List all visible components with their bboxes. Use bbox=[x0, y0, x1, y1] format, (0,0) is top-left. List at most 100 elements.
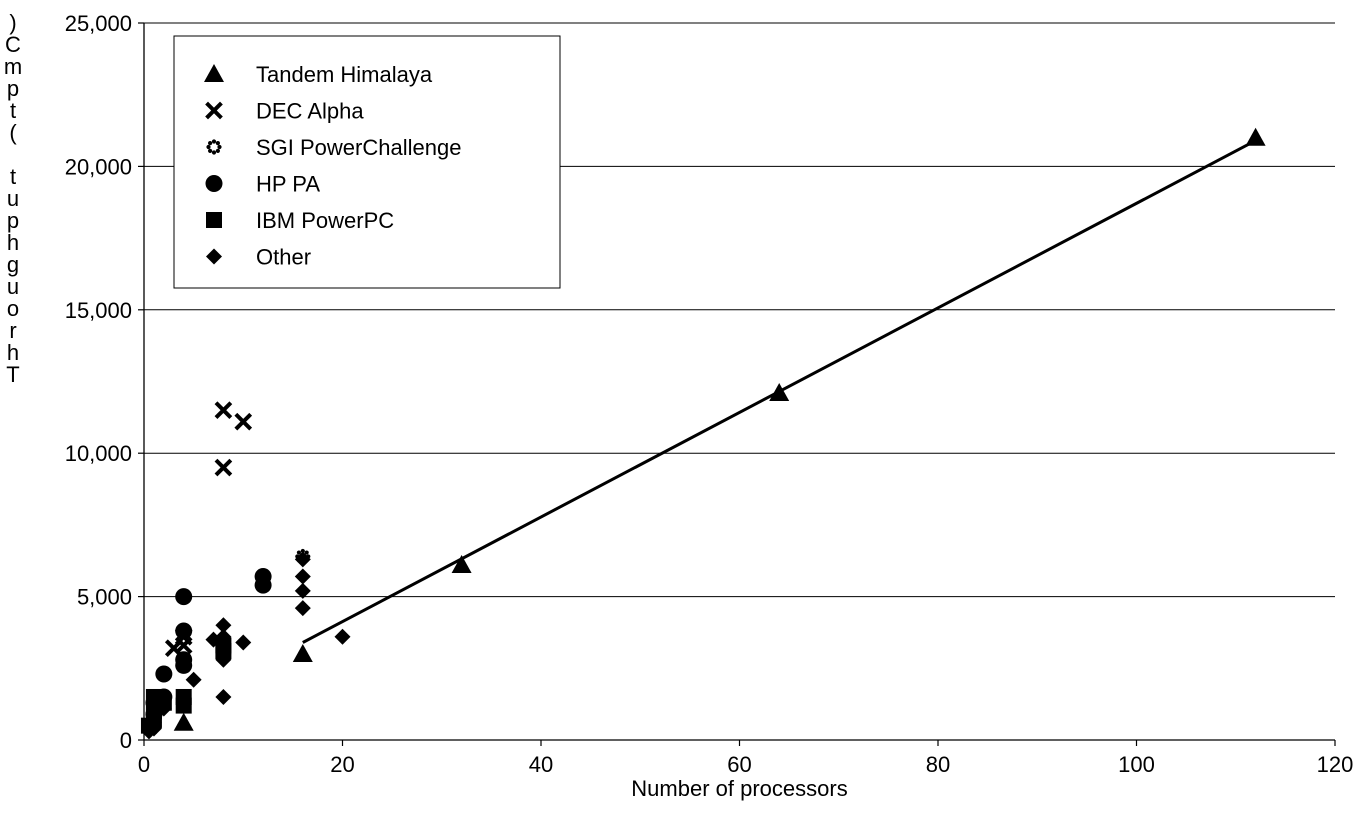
point-other bbox=[294, 600, 311, 617]
legend-marker-other bbox=[206, 248, 222, 265]
point-other-shape bbox=[294, 600, 311, 617]
legend-marker-dec-alpha bbox=[205, 101, 223, 120]
legend-label-hp-pa: HP PA bbox=[256, 172, 320, 197]
x-tick-label: 100 bbox=[1118, 752, 1155, 777]
point-other-shape bbox=[215, 645, 232, 662]
y-tick-label: 20,000 bbox=[65, 154, 132, 179]
point-other bbox=[235, 634, 252, 651]
point-dec-alpha bbox=[234, 412, 253, 431]
x-tick-label: 80 bbox=[926, 752, 950, 777]
point-dec-alpha bbox=[214, 401, 233, 420]
point-hp-pa-shape bbox=[254, 568, 272, 586]
y-axis-label-char: u bbox=[6, 274, 20, 299]
legend-marker-sgi-powerchallenge-petal bbox=[206, 144, 211, 150]
point-other bbox=[294, 551, 311, 568]
point-other-shape bbox=[294, 582, 311, 599]
y-axis-label-char: C bbox=[5, 32, 21, 57]
point-dec-alpha bbox=[214, 458, 233, 477]
point-tandem-himalaya-shape bbox=[451, 555, 472, 574]
point-hp-pa bbox=[175, 651, 193, 669]
y-axis-label-char: t bbox=[9, 164, 17, 189]
x-tick-label: 40 bbox=[529, 752, 553, 777]
legend-marker-sgi-powerchallenge-petal bbox=[217, 144, 222, 150]
point-tandem-himalaya bbox=[451, 555, 472, 574]
y-axis-label-char: g bbox=[6, 252, 20, 277]
point-hp-pa bbox=[254, 568, 272, 586]
legend-marker-sgi-powerchallenge-petal bbox=[215, 148, 220, 153]
point-hp-pa-shape bbox=[155, 665, 173, 683]
point-other bbox=[155, 700, 172, 717]
point-dec-alpha-shape bbox=[234, 412, 253, 431]
y-axis-label-char: r bbox=[9, 318, 17, 343]
point-other-shape bbox=[185, 671, 202, 688]
point-sgi-powerchallenge-petal bbox=[304, 550, 309, 555]
x-tick-label: 120 bbox=[1317, 752, 1354, 777]
point-dec-alpha-shape bbox=[214, 401, 233, 420]
legend-marker-hp-pa bbox=[205, 175, 223, 192]
legend-marker-sgi-powerchallenge-petal bbox=[208, 148, 213, 153]
point-other-shape bbox=[235, 634, 252, 651]
legend-marker-sgi-powerchallenge-petal bbox=[208, 141, 213, 146]
point-dec-alpha-shape bbox=[214, 458, 233, 477]
x-tick-label: 0 bbox=[138, 752, 150, 777]
point-sgi-powerchallenge-petal bbox=[296, 550, 302, 555]
point-other-shape bbox=[334, 628, 351, 645]
legend-marker-sgi-powerchallenge-petal bbox=[211, 150, 217, 155]
point-other bbox=[294, 582, 311, 599]
point-tandem-himalaya bbox=[173, 712, 194, 731]
legend-marker-ibm-powerpc bbox=[206, 212, 222, 228]
y-axis-label-char: T bbox=[6, 362, 20, 387]
y-axis-label-char: p bbox=[6, 76, 20, 101]
y-tick-label: 10,000 bbox=[65, 441, 132, 466]
point-other bbox=[215, 617, 232, 634]
point-other-shape bbox=[215, 628, 232, 645]
y-axis-label-char: ) bbox=[9, 10, 17, 35]
point-other bbox=[175, 694, 192, 711]
x-tick-label: 20 bbox=[330, 752, 354, 777]
point-hp-pa-shape bbox=[175, 622, 193, 640]
point-other bbox=[334, 628, 351, 645]
legend-label-other: Other bbox=[256, 245, 311, 270]
legend-marker-hp-pa-shape bbox=[205, 175, 223, 192]
point-other bbox=[145, 714, 162, 731]
legend-marker-tandem-himalaya bbox=[204, 64, 224, 82]
point-hp-pa-shape bbox=[175, 588, 193, 606]
point-other bbox=[215, 628, 232, 645]
point-hp-pa bbox=[155, 665, 173, 683]
point-dec-alpha bbox=[174, 636, 193, 655]
y-axis-label-char: p bbox=[6, 208, 20, 233]
legend-box bbox=[173, 35, 561, 289]
point-hp-pa-shape bbox=[175, 651, 193, 669]
point-other bbox=[215, 688, 232, 705]
y-tick-label: 15,000 bbox=[65, 298, 132, 323]
point-other bbox=[215, 645, 232, 662]
y-axis-label-char: o bbox=[6, 296, 20, 321]
y-axis-label-char: ( bbox=[9, 120, 17, 145]
point-tandem-himalaya-shape bbox=[1245, 127, 1266, 146]
point-other-shape bbox=[155, 700, 172, 717]
point-other-shape bbox=[175, 694, 192, 711]
x-axis-label: Number of processors bbox=[631, 776, 847, 801]
point-tandem-himalaya-shape bbox=[769, 382, 790, 401]
y-tick-label: 25,000 bbox=[65, 11, 132, 36]
legend-marker-dec-alpha-shape bbox=[205, 101, 223, 120]
point-tandem-himalaya bbox=[769, 382, 790, 401]
point-hp-pa bbox=[175, 622, 193, 640]
x-tick-label: 60 bbox=[727, 752, 751, 777]
point-other-shape bbox=[145, 714, 162, 731]
point-tandem-himalaya-shape bbox=[292, 643, 313, 662]
point-dec-alpha-shape bbox=[174, 636, 193, 655]
legend-label-ibm-powerpc: IBM PowerPC bbox=[256, 208, 394, 233]
y-axis-label-char: m bbox=[3, 54, 23, 79]
point-other-shape bbox=[294, 551, 311, 568]
legend-marker-other-shape bbox=[206, 248, 222, 265]
y-axis-label-char: t bbox=[9, 98, 17, 123]
point-tandem-himalaya bbox=[1245, 127, 1266, 146]
legend-marker-tandem-himalaya-shape bbox=[204, 64, 224, 82]
legend-label-dec-alpha: DEC Alpha bbox=[256, 99, 364, 124]
point-other-shape bbox=[215, 617, 232, 634]
point-sgi-powerchallenge-petal bbox=[300, 548, 305, 554]
y-axis-label-char: h bbox=[6, 230, 20, 255]
point-tandem-himalaya bbox=[292, 643, 313, 662]
point-tandem-himalaya-shape bbox=[173, 712, 194, 731]
